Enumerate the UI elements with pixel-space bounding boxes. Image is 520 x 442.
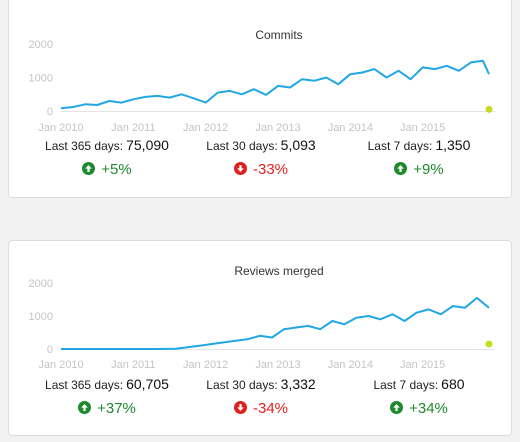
x-tick-label: Jan 2015 bbox=[400, 122, 445, 134]
stat-last-30-days: Last 30 days: 3,332 -34% bbox=[181, 376, 341, 417]
reviews-card: Reviews merged 2000 1000 0 Jan 2010 Jan 2011 J… bbox=[8, 240, 512, 436]
stat-label: Last 365 days: bbox=[45, 378, 124, 392]
commits-stats: Last 365 days: 75,090 +5% Last 30 days: 5,… bbox=[9, 137, 511, 178]
change-value: +5% bbox=[101, 161, 132, 178]
endpoint-marker bbox=[485, 105, 493, 113]
change-indicator: +37% bbox=[27, 400, 187, 417]
change-indicator: -33% bbox=[181, 161, 341, 178]
y-tick-label: 1000 bbox=[29, 73, 53, 85]
stat-label: Last 30 days: bbox=[206, 378, 278, 392]
arrow-up-icon bbox=[390, 401, 404, 414]
stat-label: Last 7 days: bbox=[367, 139, 433, 153]
stat-last-365-days: Last 365 days: 60,705 +37% bbox=[27, 376, 187, 417]
commits-card: Commits 2000 1000 0 Jan 2010 Jan 2011 Jan 2012… bbox=[8, 0, 512, 198]
arrow-up-icon bbox=[394, 162, 408, 175]
stat-value: 680 bbox=[441, 376, 465, 392]
stat-value: 60,705 bbox=[126, 376, 169, 392]
arrow-up-icon bbox=[82, 162, 96, 175]
stat-label: Last 365 days: bbox=[45, 139, 124, 153]
x-tick-label: Jan 2012 bbox=[183, 122, 228, 134]
arrow-down-icon bbox=[233, 162, 247, 175]
endpoint-marker bbox=[485, 340, 493, 348]
stat-label: Last 30 days: bbox=[206, 139, 278, 153]
chart-title: Reviews merged bbox=[234, 264, 323, 278]
change-indicator: +9% bbox=[339, 161, 499, 178]
change-value: +34% bbox=[409, 400, 448, 417]
y-tick-label: 0 bbox=[47, 106, 53, 118]
stat-last-365-days: Last 365 days: 75,090 +5% bbox=[27, 137, 187, 178]
stat-last-30-days: Last 30 days: 5,093 -33% bbox=[181, 137, 341, 178]
change-indicator: -34% bbox=[181, 400, 341, 417]
stat-last-7-days: Last 7 days: 1,350 +9% bbox=[339, 137, 499, 178]
stat-value: 75,090 bbox=[126, 137, 169, 153]
arrow-up-icon bbox=[78, 401, 92, 414]
change-value: +37% bbox=[97, 400, 136, 417]
chart-title: Commits bbox=[255, 28, 302, 42]
y-tick-label: 1000 bbox=[29, 311, 53, 323]
x-tick-label: Jan 2013 bbox=[255, 122, 300, 134]
x-tick-label: Jan 2014 bbox=[328, 122, 373, 134]
stat-last-7-days: Last 7 days: 680 +34% bbox=[339, 376, 499, 417]
change-value: -34% bbox=[252, 400, 289, 417]
reviews-chart: Reviews merged 2000 1000 0 Jan 2010 Jan 2011 J… bbox=[29, 264, 495, 371]
arrow-down-icon bbox=[233, 401, 247, 414]
x-tick-label: Jan 2011 bbox=[111, 122, 155, 134]
stat-label: Last 7 days: bbox=[373, 378, 439, 392]
change-indicator: +34% bbox=[339, 400, 499, 417]
x-tick-label: Jan 2015 bbox=[400, 359, 445, 371]
stat-value: 1,350 bbox=[435, 137, 471, 153]
y-tick-label: 0 bbox=[47, 344, 53, 356]
x-tick-label: Jan 2011 bbox=[111, 359, 155, 371]
x-tick-label: Jan 2013 bbox=[255, 359, 300, 371]
y-tick-label: 2000 bbox=[29, 278, 53, 290]
change-value: +9% bbox=[413, 161, 444, 178]
x-tick-label: Jan 2010 bbox=[38, 359, 83, 371]
stat-value: 5,093 bbox=[280, 137, 316, 153]
series-line bbox=[61, 296, 490, 350]
change-indicator: +5% bbox=[27, 161, 187, 178]
commits-chart: Commits 2000 1000 0 Jan 2010 Jan 2011 Jan 2012… bbox=[29, 28, 495, 134]
x-tick-label: Jan 2012 bbox=[183, 359, 228, 371]
x-tick-label: Jan 2014 bbox=[328, 359, 373, 371]
x-tick-label: Jan 2010 bbox=[38, 122, 83, 134]
series-line bbox=[60, 59, 490, 110]
y-tick-label: 2000 bbox=[29, 39, 53, 51]
reviews-stats: Last 365 days: 60,705 +37% Last 30 days: 3… bbox=[9, 376, 511, 417]
change-value: -33% bbox=[252, 161, 289, 178]
stat-value: 3,332 bbox=[280, 376, 316, 392]
